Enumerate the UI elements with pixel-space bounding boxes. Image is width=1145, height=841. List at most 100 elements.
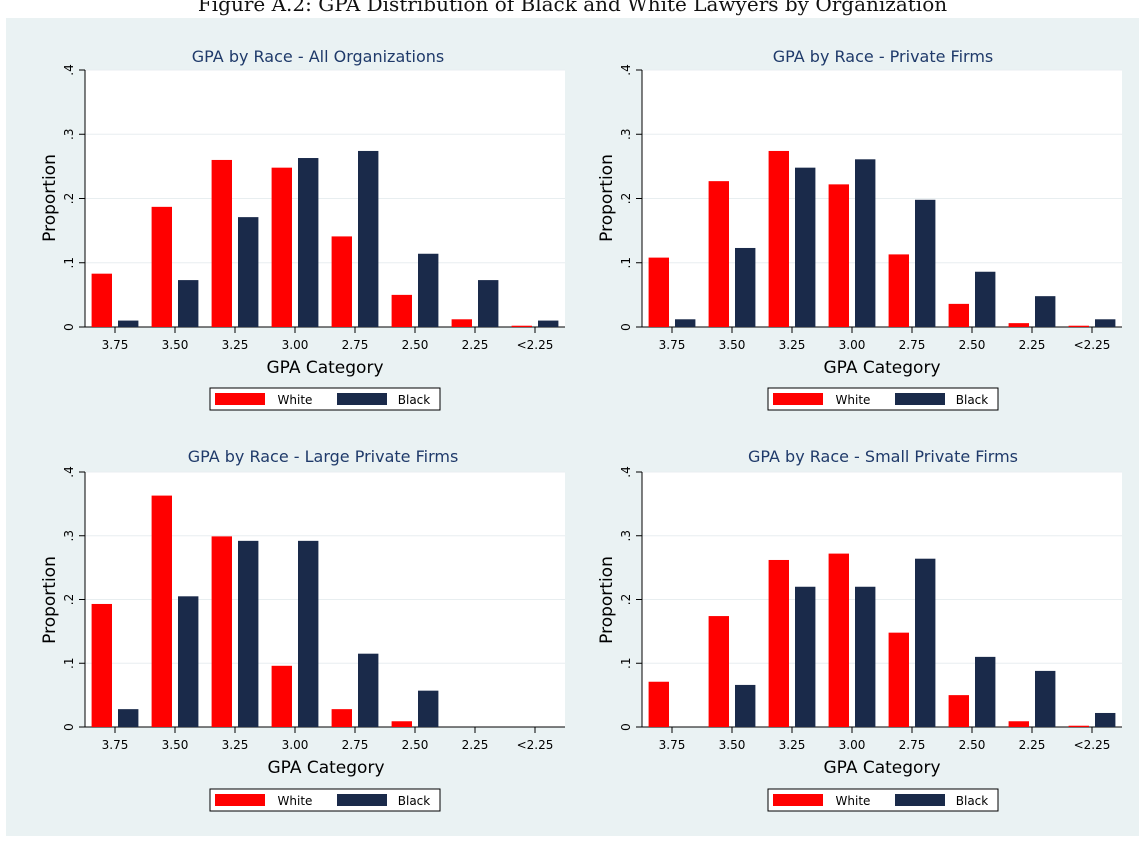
figure-title-text: Figure A.2: GPA Distribution of Black an… xyxy=(197,0,948,16)
y-axis-title: Proportion xyxy=(597,556,617,644)
bar-black xyxy=(735,247,756,327)
legend-label-black: Black xyxy=(956,393,989,407)
bar-white xyxy=(391,721,412,727)
y-axis-title: Proportion xyxy=(40,556,60,644)
x-tick-label: 3.75 xyxy=(102,338,129,352)
x-tick-label: 2.75 xyxy=(899,738,926,752)
bar-white xyxy=(888,632,909,727)
x-tick-label: <2.25 xyxy=(1074,338,1111,352)
bar-black xyxy=(975,656,996,727)
bar-white xyxy=(271,167,292,327)
bar-black xyxy=(915,558,936,727)
y-axis-title: Proportion xyxy=(40,154,60,242)
bar-black xyxy=(1035,670,1056,727)
bar-white xyxy=(511,325,532,327)
bar-white xyxy=(331,236,352,327)
bar-black xyxy=(358,150,379,327)
legend-swatch-white xyxy=(773,393,823,405)
bar-white xyxy=(91,273,112,327)
x-tick-label: 3.00 xyxy=(282,338,309,352)
x-tick-label: 2.50 xyxy=(402,338,429,352)
legend-swatch-black xyxy=(895,794,945,806)
y-tick-label: .2 xyxy=(619,594,633,605)
bar-white xyxy=(648,681,669,727)
x-tick-label: 3.50 xyxy=(719,738,746,752)
legend-label-black: Black xyxy=(398,794,431,808)
legend: White Black xyxy=(209,788,441,812)
bar-black xyxy=(855,586,876,727)
bar-white xyxy=(211,159,232,327)
bar-white xyxy=(888,254,909,327)
bar-black xyxy=(1095,712,1116,727)
legend-label-white: White xyxy=(278,393,313,407)
chart-title: GPA by Race - Large Private Firms xyxy=(188,447,459,466)
x-tick-label: 3.50 xyxy=(719,338,746,352)
y-tick-label: .1 xyxy=(619,658,633,669)
x-tick-label: 2.50 xyxy=(402,738,429,752)
y-tick-label: .3 xyxy=(619,530,633,541)
y-tick-label: .4 xyxy=(619,466,633,477)
bar-black xyxy=(855,159,876,327)
x-tick-label: 3.75 xyxy=(659,738,686,752)
y-tick-label: .3 xyxy=(62,129,76,140)
bar-black xyxy=(118,320,139,327)
bar-black xyxy=(298,158,319,327)
bar-black xyxy=(178,596,199,727)
bar-white xyxy=(648,257,669,327)
bar-white xyxy=(768,559,789,727)
legend-swatch-black xyxy=(337,393,387,405)
bar-black xyxy=(915,199,936,327)
x-tick-label: 2.75 xyxy=(342,738,369,752)
y-tick-label: .4 xyxy=(619,64,633,75)
bar-white xyxy=(708,181,729,327)
y-axis-title: Proportion xyxy=(597,154,617,242)
bar-black xyxy=(418,253,439,327)
x-tick-label: 2.50 xyxy=(959,738,986,752)
bar-white xyxy=(331,709,352,727)
legend-label-black: Black xyxy=(956,794,989,808)
bar-white xyxy=(1068,725,1089,727)
bar-white xyxy=(391,294,412,327)
legend: White Black xyxy=(767,788,999,812)
bar-black xyxy=(675,319,696,327)
legend-swatch-black xyxy=(337,794,387,806)
y-tick-label: .3 xyxy=(62,530,76,541)
bar-white xyxy=(1068,325,1089,327)
bar-black xyxy=(238,217,259,327)
bar-black xyxy=(238,540,259,727)
y-tick-label: 0 xyxy=(619,323,633,331)
y-tick-label: .2 xyxy=(619,193,633,204)
legend-swatch-black xyxy=(895,393,945,405)
bar-black xyxy=(178,280,199,327)
bar-white xyxy=(91,603,112,727)
legend-label-white: White xyxy=(836,393,871,407)
chart-title: GPA by Race - Private Firms xyxy=(773,47,994,66)
bar-white xyxy=(768,150,789,327)
legend-label-white: White xyxy=(278,794,313,808)
chart-title: GPA by Race - All Organizations xyxy=(192,47,444,66)
x-tick-label: 3.25 xyxy=(779,738,806,752)
bar-black xyxy=(118,709,139,727)
x-tick-label: <2.25 xyxy=(517,338,554,352)
y-tick-label: .2 xyxy=(62,594,76,605)
x-tick-label: 2.50 xyxy=(959,338,986,352)
bar-white xyxy=(948,695,969,727)
x-axis-title: GPA Category xyxy=(267,758,384,778)
legend-label-white: White xyxy=(836,794,871,808)
legend: White Black xyxy=(209,387,441,411)
bar-black xyxy=(795,586,816,727)
bar-black xyxy=(478,280,499,327)
bar-white xyxy=(948,303,969,327)
x-tick-label: 3.00 xyxy=(839,738,866,752)
bar-black xyxy=(538,320,559,327)
chart-panel-3: 0 .1 .2 .3 .4 3.75 3.50 3.25 3.00 2.75 2.50 2.25 <2.… xyxy=(40,447,565,812)
bar-black xyxy=(975,271,996,327)
bar-white xyxy=(271,665,292,727)
x-tick-label: 3.75 xyxy=(102,738,129,752)
chart-title: GPA by Race - Small Private Firms xyxy=(748,447,1018,466)
figure-title: Figure A.2: GPA Distribution of Black an… xyxy=(0,0,1145,18)
bar-white xyxy=(828,184,849,327)
chart-panel-2: 0 .1 .2 .3 .4 3.75 3.50 3.25 3.00 2.75 2.50 2.25 <2.… xyxy=(597,47,1122,411)
y-tick-label: 0 xyxy=(62,323,76,331)
